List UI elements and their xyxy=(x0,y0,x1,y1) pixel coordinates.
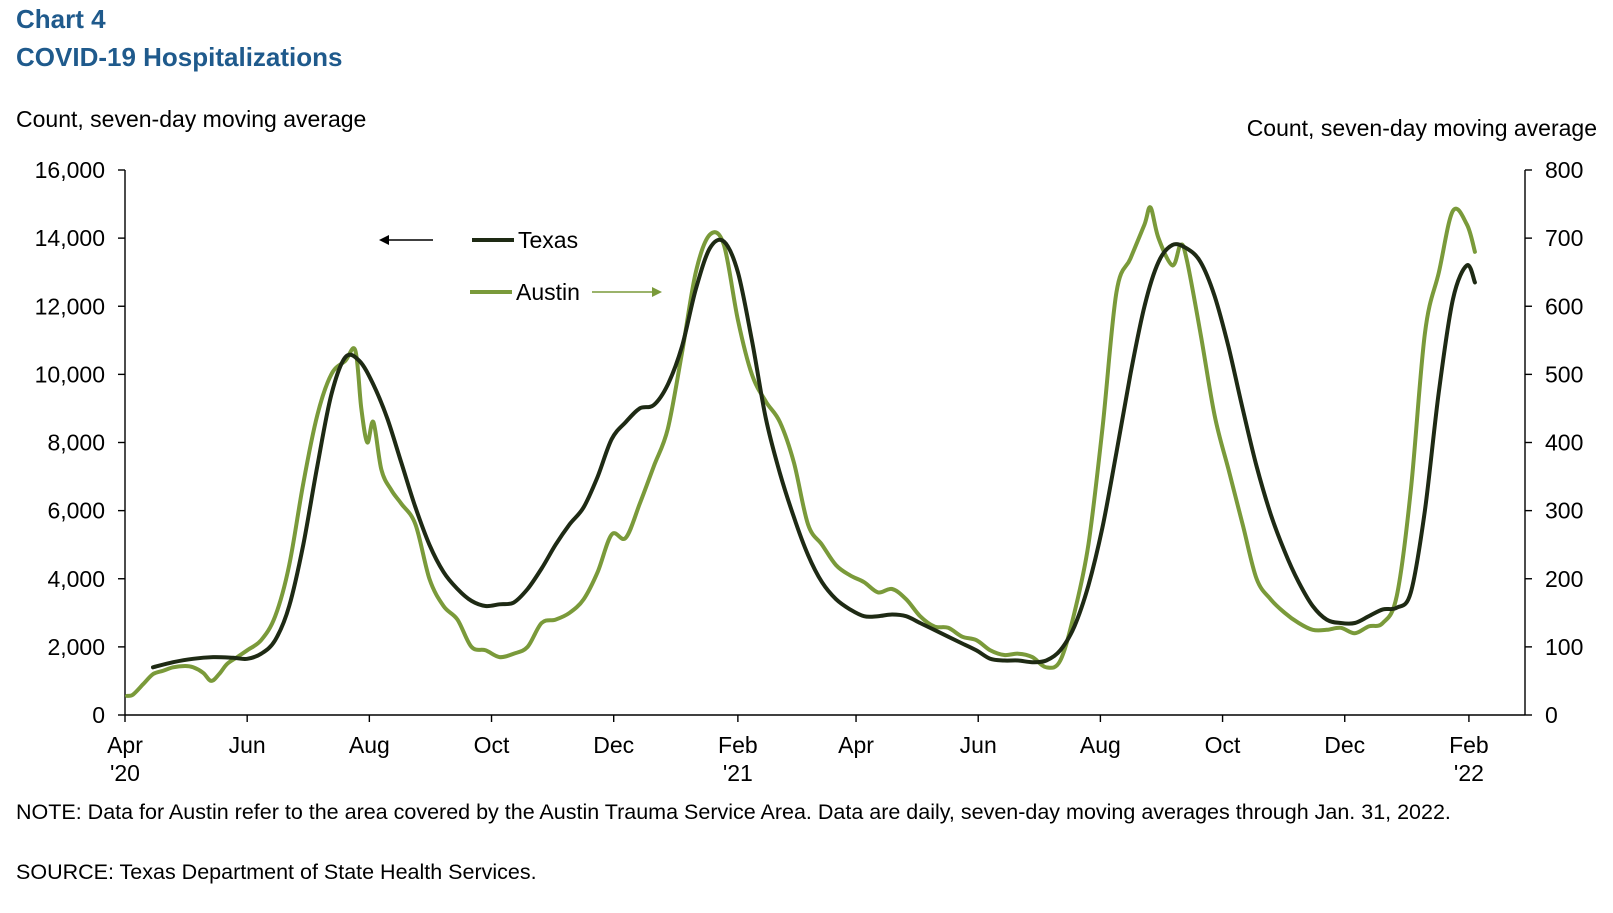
series-line-texas xyxy=(151,237,1477,670)
x-tick-label: Dec xyxy=(1324,732,1365,758)
y-left-tick-label: 14,000 xyxy=(35,225,105,251)
y-left-tick-label: 10,000 xyxy=(35,361,105,387)
x-tick-label-year: '20 xyxy=(110,760,140,786)
chart-number: Chart 4 xyxy=(16,4,106,34)
x-tick-label: Jun xyxy=(229,732,266,758)
y-right-tick-label: 500 xyxy=(1545,361,1583,387)
x-tick-label: Oct xyxy=(474,732,510,758)
x-tick-label: Apr xyxy=(838,732,874,758)
x-tick-label-year: '22 xyxy=(1454,760,1484,786)
y-left-tick-label: 8,000 xyxy=(47,430,105,456)
y-left-tick-label: 6,000 xyxy=(47,498,105,524)
y-right-tick-label: 400 xyxy=(1545,430,1583,456)
y-left-tick-label: 4,000 xyxy=(47,566,105,592)
chart-title: COVID-19 Hospitalizations xyxy=(16,42,343,72)
y-right-tick-label: 200 xyxy=(1545,566,1583,592)
x-tick-label: Feb xyxy=(1449,732,1489,758)
x-tick-label: Feb xyxy=(718,732,758,758)
x-tick-label: Jun xyxy=(960,732,997,758)
series-layer xyxy=(125,205,1477,698)
chart-source: SOURCE: Texas Department of State Health… xyxy=(16,860,537,884)
y-left-tick-label: 0 xyxy=(92,702,105,728)
x-tick-label: Aug xyxy=(349,732,390,758)
line-chart: 0 2,000 4,000 6,000 8,000 10,000 12,000 14,000 1… xyxy=(35,157,1584,786)
y-right-tick-label: 700 xyxy=(1545,225,1583,251)
x-tick-label: Apr xyxy=(107,732,143,758)
x-tick-label-year: '21 xyxy=(723,760,753,786)
y-left-axis-label: Count, seven-day moving average xyxy=(16,106,367,132)
x-tick-label: Aug xyxy=(1080,732,1121,758)
y-left-tick-label: 16,000 xyxy=(35,157,105,183)
chart-axes: 0 2,000 4,000 6,000 8,000 10,000 12,000 14,000 1… xyxy=(35,157,1584,786)
legend-label-texas: Texas xyxy=(518,227,578,253)
chart-note: NOTE: Data for Austin refer to the area … xyxy=(16,800,1451,824)
series-line-austin xyxy=(125,205,1477,698)
y-left-tick-label: 2,000 xyxy=(47,634,105,660)
legend-label-austin: Austin xyxy=(516,279,580,305)
y-right-tick-label: 100 xyxy=(1545,634,1583,660)
y-right-tick-label: 0 xyxy=(1545,702,1558,728)
y-right-axis-label: Count, seven-day moving average xyxy=(1246,115,1597,141)
x-tick-label: Oct xyxy=(1205,732,1241,758)
legend: Texas Austin xyxy=(379,227,662,305)
y-left-tick-label: 12,000 xyxy=(35,293,105,319)
y-right-tick-label: 600 xyxy=(1545,293,1583,319)
y-right-tick-label: 800 xyxy=(1545,157,1583,183)
x-tick-label: Dec xyxy=(593,732,634,758)
y-right-tick-label: 300 xyxy=(1545,498,1583,524)
